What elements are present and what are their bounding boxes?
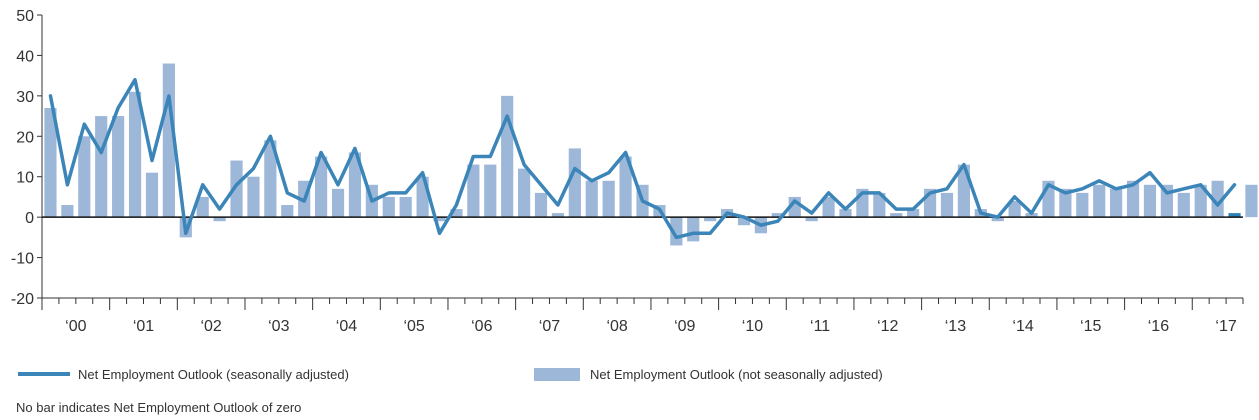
bar — [264, 140, 277, 218]
bar — [1177, 192, 1190, 218]
bar — [687, 217, 700, 242]
bar — [704, 217, 717, 222]
x-axis: ‘00 ‘01 ‘02 ‘03 ‘04 ‘05 ‘06 ‘07 ‘08 ‘09 ‘10 ‘11 ‘12 ‘… — [41, 297, 1244, 335]
x-tick-label: ‘01 — [133, 318, 154, 335]
x-tick-label: ‘07 — [539, 318, 560, 335]
y-tick-label: 30 — [16, 89, 34, 106]
bar — [1059, 188, 1072, 218]
bar — [991, 217, 1004, 222]
bar — [399, 196, 412, 218]
bar — [771, 213, 784, 218]
x-tick-label: ‘06 — [471, 318, 492, 335]
x-tick-label: ‘04 — [336, 318, 357, 335]
x-tick-label: ‘00 — [65, 318, 86, 335]
bar — [247, 176, 260, 218]
bar — [737, 217, 751, 226]
legend-bar-label: Net Employment Outlook (not seasonally a… — [590, 366, 883, 382]
x-tick-label: ‘03 — [268, 318, 289, 335]
bar — [805, 217, 818, 222]
bar — [281, 205, 294, 218]
line-series — [48, 77, 1237, 240]
bar — [619, 156, 632, 218]
bar — [1228, 213, 1241, 218]
y-tick-label: 0 — [25, 210, 34, 227]
legend-item-seasonally-adjusted: Net Employment Outlook (seasonally adjus… — [18, 362, 349, 386]
bar — [1008, 200, 1021, 218]
legend-line-label: Net Employment Outlook (seasonally adjus… — [78, 366, 349, 382]
bar — [602, 180, 615, 218]
bar — [1110, 188, 1123, 218]
x-tick-label: ‘02 — [200, 318, 221, 335]
bar — [585, 180, 598, 218]
bar — [213, 217, 226, 222]
bar — [230, 160, 243, 218]
bar — [1076, 192, 1089, 218]
x-tick-label: ‘12 — [877, 318, 898, 335]
bar — [1126, 180, 1140, 218]
legend-bar-swatch — [534, 367, 580, 381]
x-tick-label: ‘15 — [1080, 318, 1101, 335]
bar — [1245, 184, 1258, 218]
y-axis: -20 -10 0 10 20 30 40 50 — [11, 8, 43, 308]
bar — [873, 192, 886, 218]
x-tick-label: ‘11 — [810, 318, 830, 335]
bar — [940, 192, 954, 218]
bar — [467, 164, 480, 218]
bar — [1025, 213, 1038, 218]
bar — [501, 95, 514, 218]
bar — [196, 196, 209, 218]
y-tick-label: -10 — [11, 251, 34, 268]
y-tick-label: -20 — [11, 291, 34, 308]
legend-line-swatch — [18, 372, 70, 376]
bar — [1211, 180, 1224, 218]
bar — [551, 213, 565, 218]
footnote: No bar indicates Net Employment Outlook … — [16, 400, 302, 415]
seasonally-adjusted-line — [48, 77, 1237, 240]
bar — [484, 164, 497, 218]
bar — [145, 172, 159, 218]
bar — [128, 91, 142, 218]
bar — [534, 192, 548, 218]
bar — [568, 148, 581, 218]
legend-item-not-seasonally-adjusted: Net Employment Outlook (not seasonally a… — [534, 362, 883, 386]
bar — [78, 136, 91, 218]
x-tick-label: ‘08 — [606, 318, 627, 335]
x-tick-label: ‘17 — [1215, 318, 1236, 335]
bar — [112, 116, 125, 218]
bar — [450, 209, 463, 218]
y-tick-label: 50 — [16, 8, 34, 25]
bar — [1093, 184, 1106, 218]
bar — [95, 116, 108, 218]
x-tick-label: ‘09 — [674, 318, 695, 335]
x-tick-label: ‘13 — [945, 318, 966, 335]
bar — [348, 152, 362, 218]
bar — [315, 156, 328, 218]
x-tick-label: ‘14 — [1012, 318, 1033, 335]
bar — [382, 196, 395, 218]
y-tick-label: 10 — [16, 170, 34, 187]
bar — [822, 196, 835, 218]
x-tick-label: ‘16 — [1148, 318, 1169, 335]
bar — [907, 209, 920, 218]
y-tick-label: 40 — [16, 48, 34, 65]
bar — [890, 213, 903, 218]
legend: Net Employment Outlook (seasonally adjus… — [0, 362, 1259, 386]
bar — [433, 217, 446, 222]
bar — [839, 209, 852, 218]
x-tick-label: ‘05 — [403, 318, 424, 335]
bar — [1194, 184, 1207, 218]
bar — [518, 168, 531, 218]
bar — [331, 188, 345, 218]
x-tick-label: ‘10 — [742, 318, 763, 335]
bar-series — [42, 63, 1258, 246]
bar — [44, 107, 57, 218]
y-tick-label: 20 — [16, 129, 34, 146]
bar — [1143, 184, 1157, 218]
bar — [61, 205, 74, 218]
